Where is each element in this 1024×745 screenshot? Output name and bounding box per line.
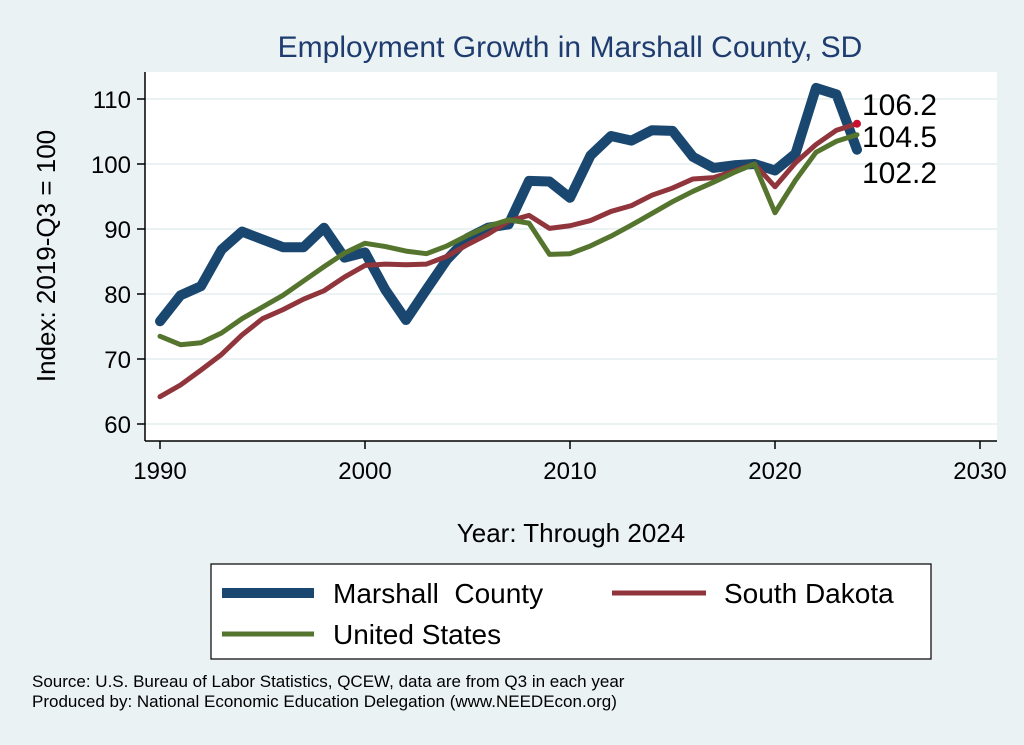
legend: Marshall County South Dakota United Stat… (210, 563, 932, 660)
y-tick-label-80: 80 (104, 282, 131, 309)
y-tick-label-60: 60 (104, 412, 131, 439)
source-note: Source: U.S. Bureau of Labor Statistics,… (32, 672, 625, 691)
y-tick-label-90: 90 (104, 217, 131, 244)
chart-title: Employment Growth in Marshall County, SD (278, 31, 863, 64)
end-label-1: 104.5 (862, 121, 937, 154)
produced-by-note: Produced by: National Economic Education… (32, 692, 617, 711)
legend-label-marshall-county: Marshall County (333, 578, 543, 609)
end-label-0: 106.2 (862, 89, 937, 122)
axes: 60 70 80 90 100 110 1990 2000 2010 2020 2030 (91, 72, 1007, 485)
x-tick-label-2000: 2000 (338, 458, 391, 485)
y-tick-label-100: 100 (91, 152, 131, 179)
series-layer (155, 82, 862, 400)
series-line-marshall-county (155, 82, 862, 327)
y-tick-label-110: 110 (93, 87, 131, 114)
end-label-2: 102.2 (862, 157, 937, 190)
legend-box (210, 563, 932, 660)
y-tick-label-70: 70 (104, 347, 131, 374)
legend-label-united-states: United States (333, 619, 501, 650)
x-tick-label-1990: 1990 (133, 458, 186, 485)
x-tick-label-2030: 2030 (953, 458, 1006, 485)
legend-label-south-dakota: South Dakota (724, 578, 894, 609)
x-tick-label-2020: 2020 (748, 458, 801, 485)
x-tick-label-2010: 2010 (543, 458, 596, 485)
end-point-south-dakota (853, 119, 861, 128)
series-line-united-states (157, 132, 860, 348)
x-axis-label: Year: Through 2024 (457, 518, 685, 548)
y-axis-label: Index: 2019-Q3 = 100 (31, 130, 61, 382)
